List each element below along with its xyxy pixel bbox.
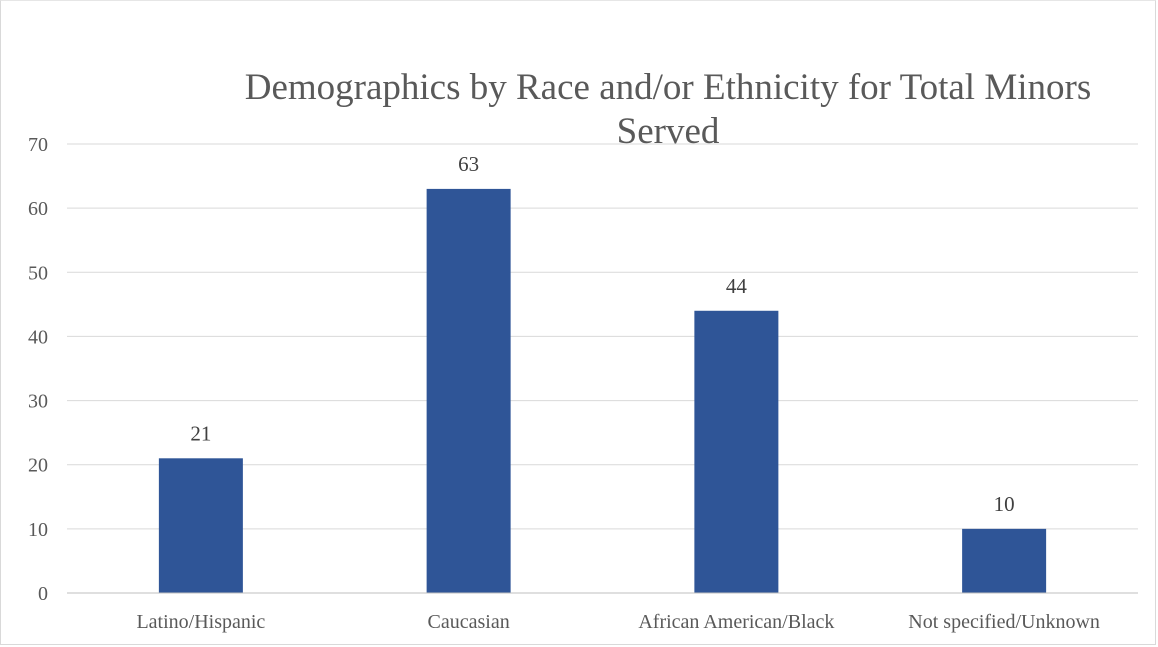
x-category-label: Latino/Hispanic	[136, 611, 265, 633]
y-tick-label: 0	[38, 583, 48, 605]
chart-title-line-2: Served	[617, 111, 720, 152]
y-tick-label: 10	[28, 519, 48, 541]
bar	[426, 188, 511, 593]
data-label: 10	[994, 492, 1015, 516]
y-tick-label: 60	[28, 198, 48, 220]
y-tick-label: 40	[28, 326, 48, 348]
gridlines	[67, 143, 1138, 530]
data-labels: 21 63 44 10	[190, 152, 1014, 516]
bar	[158, 458, 243, 593]
y-tick-label: 20	[28, 455, 48, 477]
y-tick-label: 50	[28, 262, 48, 284]
x-category-label: African American/Black	[638, 611, 834, 633]
bar	[962, 528, 1047, 593]
x-category-label: Not specified/Unknown	[908, 611, 1100, 633]
data-label: 63	[458, 152, 479, 176]
x-axis-category-labels: Latino/Hispanic Caucasian African American…	[136, 611, 1100, 633]
chart-title: Demographics by Race and/or Ethnicity fo…	[245, 67, 1092, 152]
chart-title-line-1: Demographics by Race and/or Ethnicity fo…	[245, 67, 1092, 108]
data-label: 44	[726, 274, 748, 298]
bars	[158, 188, 1047, 593]
bar	[694, 310, 779, 593]
x-category-label: Caucasian	[428, 611, 510, 633]
y-tick-label: 70	[28, 134, 48, 156]
data-label: 21	[190, 421, 211, 445]
y-tick-label: 30	[28, 391, 48, 413]
y-axis-tick-labels: 0 10 20 30 40 50 60 70	[28, 134, 48, 605]
